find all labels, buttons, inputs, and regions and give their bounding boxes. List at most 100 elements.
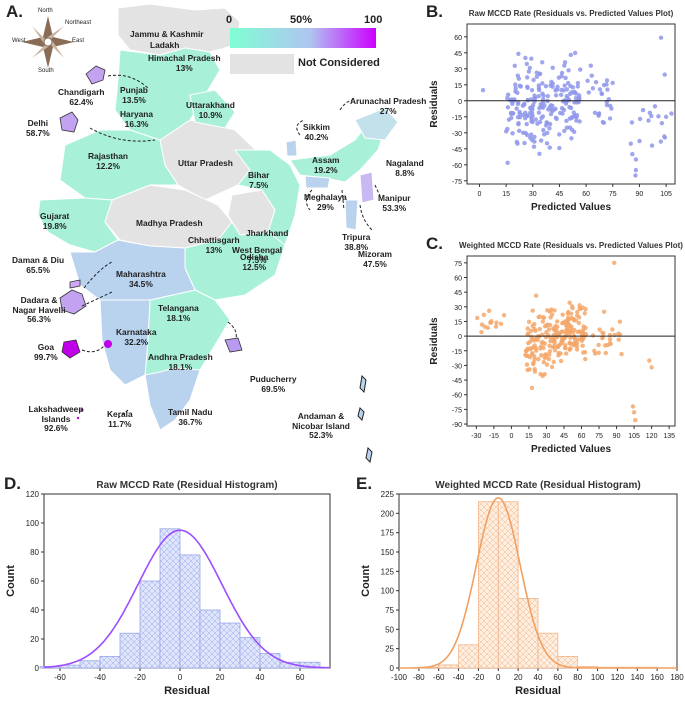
x-tick-label: 30 xyxy=(529,191,537,198)
map-label-value: 52.3% xyxy=(309,430,333,441)
scatter-point xyxy=(547,126,552,131)
scatter-point xyxy=(562,63,567,68)
scatter-point xyxy=(566,68,571,73)
scatter-point xyxy=(520,112,526,118)
scatter-point xyxy=(575,337,581,342)
scatter-point xyxy=(574,112,580,118)
plot-frame xyxy=(466,23,676,185)
x-tick-label: 0 xyxy=(178,673,183,682)
map-label-uttarakhand: Uttarakhand 10.9% xyxy=(186,100,235,120)
scatter-point xyxy=(501,313,507,318)
histogram-bar xyxy=(497,501,519,669)
y-axis-label: Count xyxy=(360,565,372,597)
scatter-point xyxy=(522,101,527,107)
scatter-point xyxy=(593,351,598,356)
region-karnataka xyxy=(99,299,151,386)
y-tick-label: 0 xyxy=(458,99,462,106)
map-label-name: Himachal Pradesh xyxy=(148,53,221,63)
scatter-point xyxy=(555,324,560,330)
scatter-point xyxy=(605,87,610,92)
x-tick-label: 135 xyxy=(663,433,675,440)
panel-letter-b: B. xyxy=(426,2,443,21)
x-tick-label: 15 xyxy=(525,433,533,440)
scatter-point xyxy=(540,81,545,86)
scatter-point xyxy=(596,342,601,348)
scatter-point xyxy=(544,330,549,335)
map-label-name: Kerala xyxy=(107,409,133,419)
region-rajasthan xyxy=(59,129,179,201)
scatter-point xyxy=(540,60,545,65)
x-tick-label: 90 xyxy=(636,191,644,198)
histogram-bar xyxy=(179,554,201,669)
map-label-andaman: Andaman & Nicobar Island 52.3% xyxy=(282,411,360,441)
scatter-point xyxy=(529,385,535,391)
map-label-up: Uttar Pradesh xyxy=(178,158,233,169)
scatter-point xyxy=(592,110,598,115)
scatter-point xyxy=(532,354,537,359)
scatter-point xyxy=(563,351,569,356)
x-tick-label: 60 xyxy=(582,191,590,198)
scatter-point xyxy=(543,352,549,357)
scatter-point xyxy=(567,300,572,305)
scatter-point xyxy=(633,167,639,173)
map-label-name: Karnataka xyxy=(116,327,157,337)
scatter-point xyxy=(609,106,614,111)
scatter-point xyxy=(582,311,587,316)
map-label-ladakh: Ladakh xyxy=(150,40,179,51)
scatter-point xyxy=(569,136,574,141)
scatter-point xyxy=(540,373,545,379)
histogram-bar xyxy=(119,632,141,669)
scatter-point xyxy=(485,325,491,331)
scatter-point xyxy=(529,88,535,93)
scatter-point xyxy=(544,120,549,125)
scatter-point xyxy=(475,315,480,321)
histogram-bar xyxy=(557,655,579,669)
map-label-value: 8.8% xyxy=(395,167,415,178)
chart-b-residual-scatter: Raw MCCD Rate (Residuals vs. Predicted V… xyxy=(429,9,676,213)
y-tick-label: 100 xyxy=(381,587,395,596)
scatter-point xyxy=(535,121,540,126)
scatter-point xyxy=(568,323,573,329)
scatter-point xyxy=(532,134,537,140)
scatter-point xyxy=(572,89,577,95)
map-label-tripura: Tripura 38.8% xyxy=(342,232,370,252)
scatter-point xyxy=(578,67,583,72)
scatter-point xyxy=(610,327,615,332)
scatter-point xyxy=(533,328,538,333)
histogram-bar xyxy=(537,632,559,669)
y-tick-label: -15 xyxy=(452,115,462,122)
inset-dadra xyxy=(59,289,87,315)
map-label-name: Haryana xyxy=(120,109,154,119)
scatter-point xyxy=(553,93,559,98)
scatter-point xyxy=(597,87,603,92)
scatter-point xyxy=(536,356,541,362)
scatter-point xyxy=(571,110,576,115)
scatter-point xyxy=(479,329,484,335)
scatter-point xyxy=(596,111,601,117)
scatter-point xyxy=(601,120,607,126)
map-label-name: Mizoram xyxy=(358,249,392,259)
scatter-point xyxy=(534,336,539,341)
scatter-point xyxy=(640,107,646,113)
x-tick-label: 60 xyxy=(553,673,562,682)
y-tick-label: -90 xyxy=(452,422,462,429)
scatter-point xyxy=(569,304,575,309)
scatter-point xyxy=(498,321,504,327)
scatter-point xyxy=(659,121,665,126)
x-axis-label: Residual xyxy=(515,685,561,697)
scatter-point xyxy=(617,319,623,324)
scatter-point xyxy=(489,318,494,324)
scatter-point xyxy=(554,319,560,324)
chart-title: Weighted MCCD Rate (Residuals vs. Predic… xyxy=(459,241,683,250)
scatter-point xyxy=(559,106,565,111)
map-label-name: Rajasthan xyxy=(88,151,129,161)
inset-goa xyxy=(61,339,81,359)
map-label-name: Odisha xyxy=(240,252,269,262)
y-tick-label: 0 xyxy=(35,664,40,673)
y-tick-label: 45 xyxy=(454,290,462,297)
scatter-point xyxy=(569,327,574,333)
scatter-point xyxy=(560,312,565,317)
scatter-point xyxy=(513,82,518,87)
scatter-point xyxy=(525,353,531,359)
scatter-point xyxy=(572,334,577,340)
